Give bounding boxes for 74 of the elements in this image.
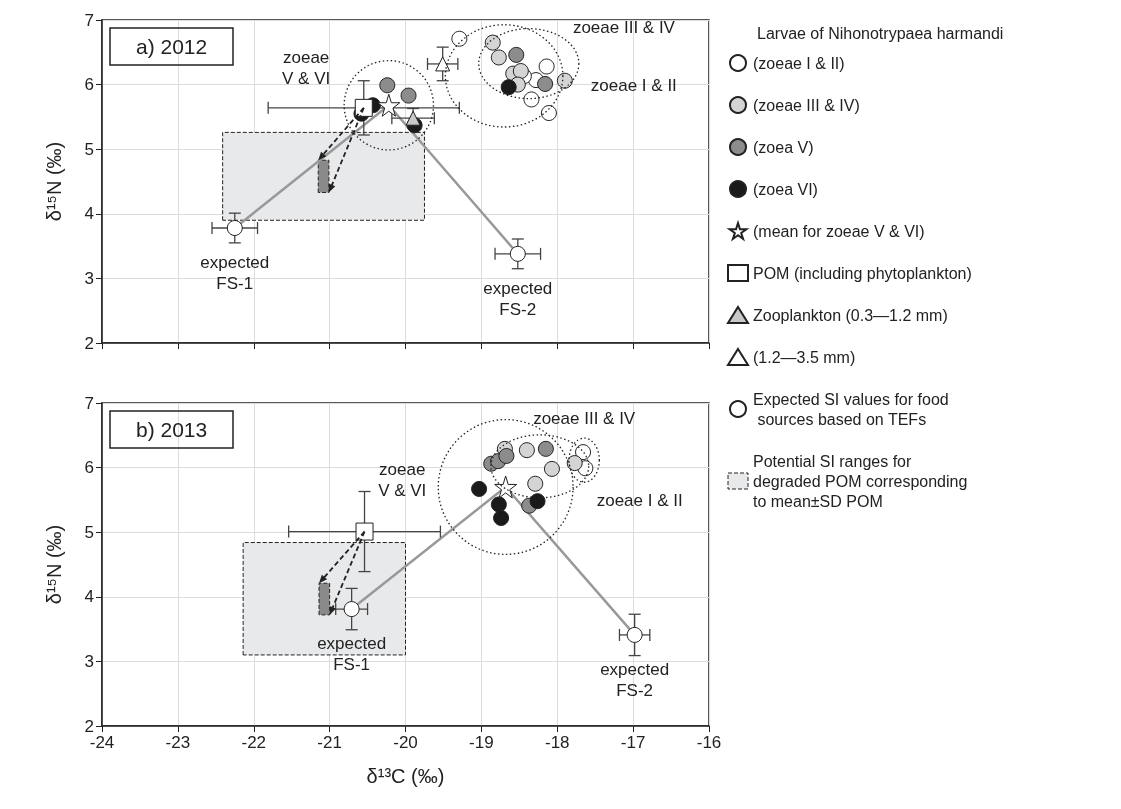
- annotation: zoeae V & VI: [282, 47, 331, 88]
- point: [626, 626, 643, 643]
- point: [400, 87, 417, 104]
- x-tick-label: -24: [89, 733, 115, 752]
- point: [354, 98, 373, 117]
- point: [529, 493, 546, 510]
- legend-label: (zoea VI): [753, 180, 818, 198]
- y-tick-label: 2: [84, 333, 94, 353]
- legend-label: (zoeae I & II): [753, 54, 845, 72]
- x-axis-title: δ¹³C (‰): [366, 765, 445, 787]
- point: [435, 56, 451, 72]
- x-tick-label: -20: [393, 733, 418, 752]
- y-tick-label: 5: [84, 139, 94, 159]
- point: [556, 72, 573, 89]
- point: [500, 79, 517, 96]
- legend-label: (1.2—3.5 mm): [753, 348, 856, 366]
- x-tick-label: -18: [544, 733, 570, 752]
- point: [226, 220, 243, 237]
- point: [498, 447, 515, 464]
- legend-title: Larvae of Nihonotrypaea harmandi: [757, 24, 1004, 42]
- data-label: expected FS-2: [483, 278, 553, 319]
- data-label: expected FS-1: [317, 634, 387, 675]
- point: [490, 496, 507, 513]
- point: [379, 77, 396, 94]
- point: [566, 455, 583, 472]
- y-tick-label: 4: [84, 204, 94, 224]
- legend-label: POM (including phytoplankton): [753, 264, 972, 282]
- point: [471, 480, 488, 497]
- annotation: zoeae V & VI: [378, 459, 427, 500]
- x-tick-label: -21: [317, 733, 342, 752]
- x-tick-label: -19: [469, 733, 494, 752]
- y-tick-label: 5: [84, 522, 94, 542]
- x-tick-label: -22: [241, 733, 267, 752]
- point: [527, 475, 544, 492]
- x-tick-label: -17: [620, 733, 646, 752]
- point: [493, 509, 510, 526]
- y-tick-label: 4: [84, 587, 94, 607]
- y-tick-label: 3: [84, 268, 94, 288]
- annotation: zoeae III & IV: [572, 17, 676, 37]
- point: [543, 460, 560, 477]
- x-tick-label: -23: [165, 733, 191, 752]
- data-label: expected FS-2: [600, 659, 670, 700]
- legend-label: (mean for zoeae V & VI): [753, 222, 925, 240]
- text: a) 2012: [136, 35, 208, 58]
- y-tick-label: 2: [84, 716, 94, 736]
- legend-label: Zooplankton (0.3—1.2 mm): [753, 306, 948, 324]
- legend-label: Potential SI ranges for degraded POM corresponding to mean±SD POM: [753, 452, 968, 510]
- legend-label: Expected SI values for food sources based on TEFs: [753, 390, 949, 428]
- y-tick-label: 6: [84, 458, 94, 478]
- point: [509, 245, 526, 262]
- y-axis-title: δ¹⁵N (‰): [43, 524, 65, 605]
- point: [494, 475, 518, 499]
- annotation: zoeae III & IV: [533, 409, 636, 429]
- point: [343, 601, 360, 618]
- point: [490, 49, 507, 66]
- y-tick-label: 6: [84, 75, 94, 95]
- point: [537, 440, 554, 457]
- y-tick-label: 3: [84, 651, 94, 671]
- point: [537, 75, 554, 92]
- legend-label: (zoea V): [753, 138, 814, 156]
- x-tick-label: -16: [696, 733, 722, 752]
- legend-label: (zoeae III & IV): [753, 96, 860, 114]
- annotation: zoeae I & II: [596, 490, 683, 510]
- data-label: expected FS-1: [200, 253, 270, 294]
- point: [518, 442, 535, 459]
- y-tick-label: 7: [84, 393, 94, 413]
- point: [484, 34, 501, 51]
- y-axis-title: δ¹⁵N (‰): [43, 141, 65, 222]
- text: b) 2013: [136, 418, 208, 441]
- point: [512, 63, 529, 80]
- y-tick-label: 7: [84, 10, 94, 30]
- point: [508, 46, 525, 63]
- point: [355, 522, 374, 541]
- annotation: zoeae I & II: [590, 75, 677, 95]
